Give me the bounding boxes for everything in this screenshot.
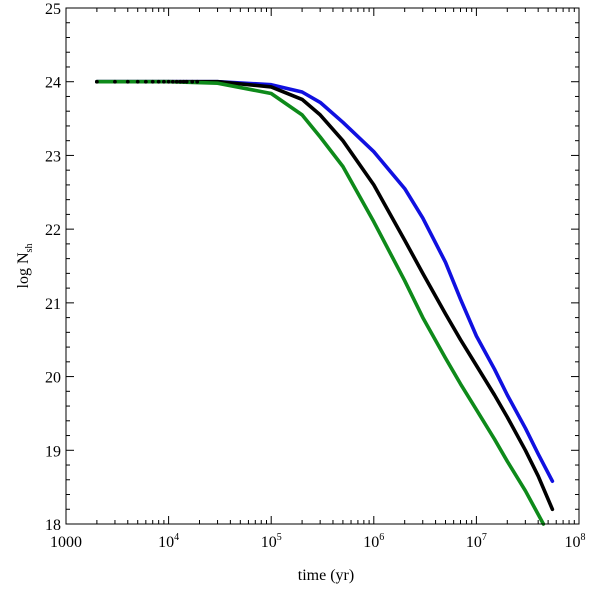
x-tick-label: 107	[466, 532, 487, 551]
y-tick-label: 22	[45, 222, 61, 239]
plot-frame	[65, 7, 580, 525]
data-point	[150, 79, 155, 84]
x-tick-label: 105	[261, 532, 282, 551]
axes: 18 19 20 21 22 23 24 25 1000 104 105 106 107 108	[45, 1, 586, 551]
y-tick-label: 19	[45, 443, 61, 460]
data-point	[190, 79, 195, 84]
data-point	[162, 79, 166, 84]
y-tick-label: 21	[45, 296, 61, 313]
data-point	[113, 79, 117, 84]
y-tick-label: 25	[45, 1, 61, 18]
data-point	[184, 79, 189, 84]
plot-area	[94, 79, 555, 526]
y-axis-label: log Nsh	[15, 244, 35, 289]
y-axis-label-subscript: sh	[24, 244, 35, 253]
data-point	[135, 79, 140, 84]
series-line-1	[95, 79, 555, 483]
y-tick-label: 24	[45, 75, 61, 92]
data-point	[178, 79, 183, 84]
series-line-2	[95, 79, 555, 512]
data-point	[170, 79, 175, 84]
data-point	[195, 79, 200, 84]
x-tick-label: 108	[565, 532, 586, 551]
data-point	[94, 79, 99, 84]
data-point	[166, 79, 171, 84]
x-tick-label: 104	[158, 532, 179, 551]
data-point	[174, 79, 179, 84]
x-tick-label: 106	[363, 532, 384, 551]
y-tick-label: 23	[45, 148, 61, 165]
y-tick-label: 20	[45, 370, 61, 387]
x-axis-label: time (yr)	[298, 567, 354, 584]
data-point	[156, 79, 161, 84]
data-point	[125, 79, 130, 84]
y-tick-label: 18	[45, 517, 61, 534]
series-line-3	[95, 79, 546, 526]
data-point	[143, 79, 148, 84]
data-point	[181, 79, 186, 84]
x-tick-label: 1000	[50, 534, 82, 551]
